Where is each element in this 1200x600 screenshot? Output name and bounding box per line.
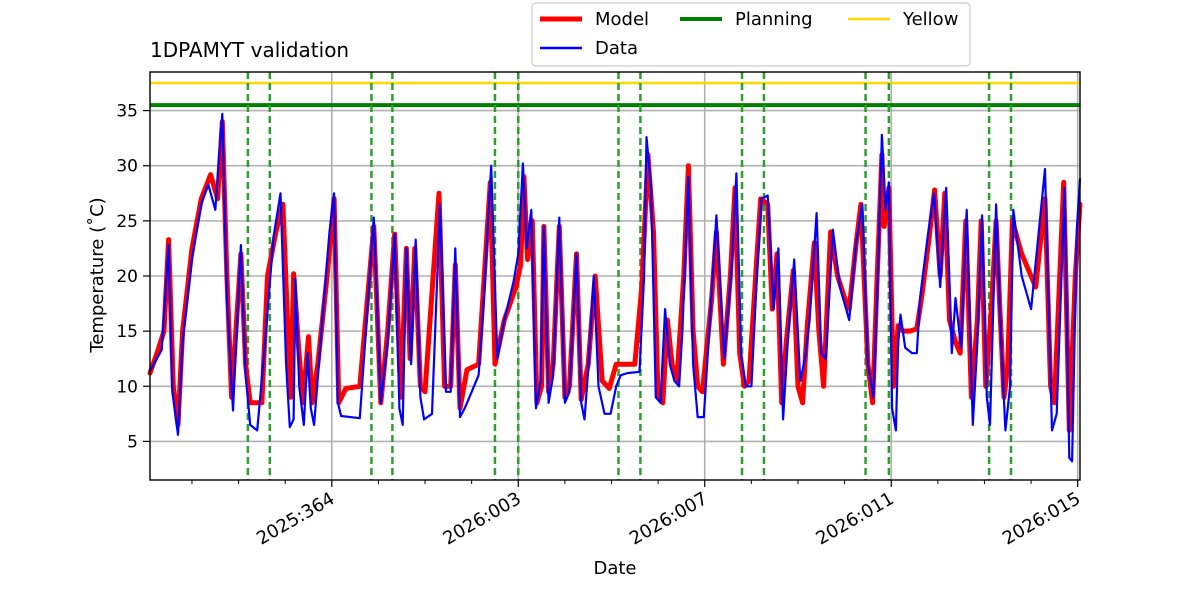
limit-lines [150,81,1080,108]
y-tick-label: 35 [116,102,138,122]
x-tick-label: 2026:015 [999,488,1084,549]
y-tick-label: 5 [127,432,138,452]
data-series [147,112,1083,463]
x-tick-label: 2026:007 [626,488,711,549]
legend-label-data: Data [595,38,638,59]
series-data-line [148,112,1082,463]
legend-label-yellow: Yellow [902,9,958,30]
y-axis-label: Temperature (˚C) [87,197,108,353]
y-tick-label: 25 [116,212,138,232]
y-tick-label: 30 [116,157,138,177]
chart-title: 1DPAMYT validation [150,38,349,62]
axes-frame [149,71,1081,481]
y-tick-label: 15 [116,322,138,342]
legend: Model Planning Yellow Data [531,2,971,67]
y-tick-label: 20 [116,267,138,287]
x-axis-label: Date [593,558,636,579]
x-tick-label: 2025:364 [253,488,338,549]
x-tick-label: 2026:011 [813,488,898,549]
x-tick-label: 2026:003 [440,488,525,549]
legend-label-model: Model [595,9,649,30]
axes [143,71,1081,487]
legend-label-planning: Planning [735,9,813,30]
y-tick-label: 10 [116,377,138,397]
